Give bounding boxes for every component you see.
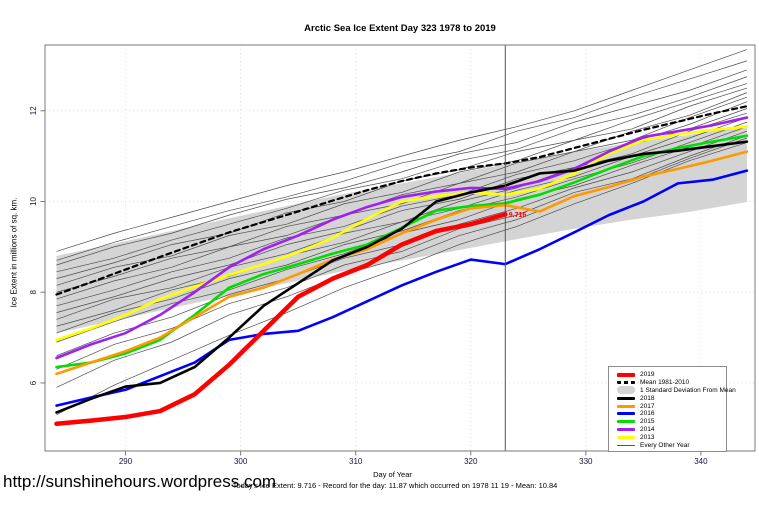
legend-entry-2016: 2016 xyxy=(617,410,723,417)
legend-swatch xyxy=(617,396,635,400)
legend-swatch xyxy=(617,428,635,432)
legend-entry-2013: 2013 xyxy=(617,434,723,441)
series-line-2016 xyxy=(55,169,749,407)
legend-swatch xyxy=(617,404,635,408)
legend-label: Every Other Year xyxy=(640,441,690,449)
legend-swatch xyxy=(617,412,635,416)
legend-label: Mean 1981-2010 xyxy=(640,378,690,386)
every-other-year-line-7 xyxy=(56,96,748,300)
caption-today-stats: Today's Ice Extent: 9.716 - Record for t… xyxy=(232,481,558,490)
every-other-year-line-1 xyxy=(56,60,748,261)
legend-entry-2019: 2019 xyxy=(617,371,723,378)
legend-label: 2018 xyxy=(640,394,655,402)
today-extent-annotation: 9.716 xyxy=(509,212,527,219)
tick-label-y-12: 12 xyxy=(29,106,38,115)
legend-swatch xyxy=(617,436,635,439)
series-line-2014 xyxy=(55,116,749,360)
every-other-year-line-5 xyxy=(56,87,748,286)
legend-entry-2017: 2017 xyxy=(617,403,723,410)
every-other-year-line-6 xyxy=(56,92,748,293)
tick-label-y-8: 8 xyxy=(29,289,38,294)
legend-swatch xyxy=(617,444,635,446)
legend-entry-2015: 2015 xyxy=(617,418,723,425)
legend-entry-mean-1981-2010: Mean 1981-2010 xyxy=(617,379,723,386)
series-line-mean-1981-2010 xyxy=(55,105,749,296)
legend-label: 1 Standard Deviation From Mean xyxy=(640,386,736,394)
legend-label: 2016 xyxy=(640,410,655,418)
legend-entry-2018: 2018 xyxy=(617,395,723,402)
tick-label-x-330: 330 xyxy=(579,457,593,466)
legend-label: 2015 xyxy=(640,418,655,426)
every-other-year-line-17 xyxy=(56,142,748,416)
series-line-2018 xyxy=(55,140,749,414)
tick-label-y-6: 6 xyxy=(29,380,38,385)
x-axis-title: Day of Year xyxy=(373,470,412,479)
series-line-2013 xyxy=(55,125,749,342)
tick-label-x-310: 310 xyxy=(349,457,363,466)
legend-label: 2014 xyxy=(640,426,655,434)
today-point xyxy=(503,212,508,217)
legend-entry-every-other-year: Every Other Year xyxy=(617,442,723,449)
every-other-year-line-0 xyxy=(56,49,748,252)
tick-label-x-290: 290 xyxy=(119,457,133,466)
legend-label: 2013 xyxy=(640,434,655,441)
legend: 2019 Mean 1981-2010 1 Standard Deviation F… xyxy=(608,366,736,452)
legend-swatch xyxy=(617,386,635,395)
legend-swatch xyxy=(617,380,635,384)
series-line-2019 xyxy=(54,212,508,427)
y-axis-title: Ice Extent in millions of sq. km. xyxy=(9,197,19,308)
legend-swatch xyxy=(617,372,635,377)
legend-label: 2017 xyxy=(640,402,655,410)
every-other-year-line-12 xyxy=(56,121,748,334)
legend-entry-2014: 2014 xyxy=(617,426,723,433)
legend-swatch xyxy=(617,420,635,424)
tick-label-x-320: 320 xyxy=(464,457,478,466)
tick-label-y-10: 10 xyxy=(29,197,38,206)
every-other-year-line-2 xyxy=(56,69,748,266)
series-line-2017 xyxy=(55,150,749,376)
tick-label-x-340: 340 xyxy=(694,457,708,466)
chart-title: Arctic Sea Ice Extent Day 323 1978 to 20… xyxy=(304,23,496,34)
every-other-year-line-3 xyxy=(56,76,748,273)
legend-entry-1-standard-deviation-from-mean: 1 Standard Deviation From Mean xyxy=(617,386,736,395)
legend-label: 2019 xyxy=(640,371,655,378)
plot-frame xyxy=(44,44,756,452)
url-watermark: http://sunshinehours.wordpress.com xyxy=(3,472,277,491)
tick-label-x-300: 300 xyxy=(234,457,248,466)
